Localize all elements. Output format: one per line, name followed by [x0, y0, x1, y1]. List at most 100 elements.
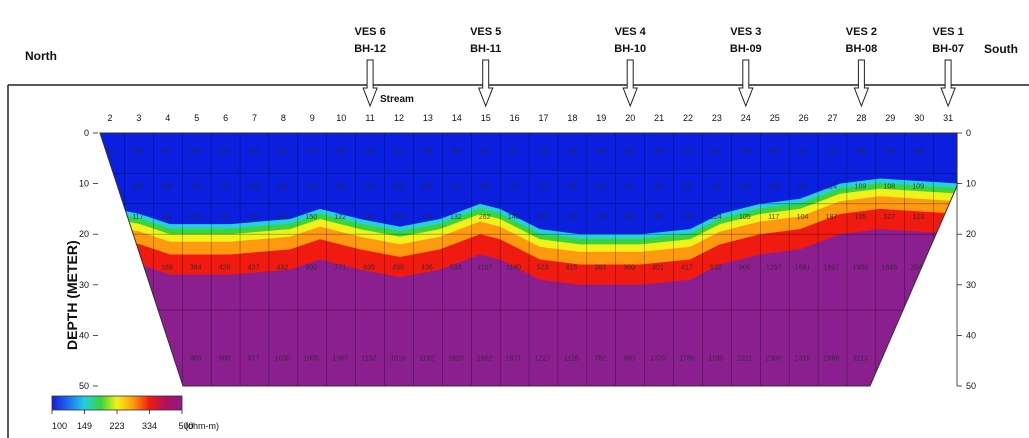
column-tick-label: 5 — [194, 113, 199, 123]
cell-value: 2300 — [766, 356, 782, 363]
column-tick-label: 25 — [770, 113, 780, 123]
ves-label: VES 4 — [615, 26, 647, 38]
cell-value: 1182 — [419, 356, 434, 363]
cell-value: 121 — [479, 148, 491, 155]
cell-value: 113 — [595, 184, 606, 191]
section-fill: 107 123 117 124 102 119 131 120 122 133 113 119 116 1… — [100, 133, 957, 386]
cell-value: 960 — [623, 356, 635, 363]
column-tick-label: 3 — [136, 113, 141, 123]
borehole-label: BH-12 — [354, 43, 386, 55]
depth-axis-title: DEPTH (METER) — [64, 240, 80, 350]
cell-value: 137 — [681, 148, 693, 155]
cell-value: 117 — [710, 148, 721, 155]
cell-value: 1971 — [506, 356, 522, 363]
depth-tick-label: 40 — [966, 330, 976, 340]
cell-value: 114 — [826, 184, 837, 191]
cell-value: 112 — [710, 184, 721, 191]
cell-value: 129 — [739, 148, 751, 155]
cell-value: 106 — [537, 214, 549, 221]
cell-value: 132 — [450, 214, 462, 221]
depth-axis-left: 0 10 20 30 40 50 — [79, 128, 98, 391]
cell-value: 495 — [392, 265, 404, 272]
cell-value: 119 — [248, 148, 259, 155]
cell-value: 140 — [508, 214, 520, 221]
cell-value: 900 — [219, 356, 231, 363]
cell-value: 140 — [652, 214, 664, 221]
cell-value: 108 — [392, 184, 404, 191]
cell-value: 110 — [739, 184, 750, 191]
cell-value: 373 — [103, 214, 115, 221]
column-tick-label: 24 — [741, 113, 751, 123]
cell-value: 420 — [219, 265, 231, 272]
cell-value: 437 — [248, 265, 260, 272]
column-tick-label: 12 — [394, 113, 404, 123]
ves-label: VES 3 — [730, 26, 761, 38]
cell-value: 3113 — [853, 356, 868, 363]
cell-value: 121 — [623, 148, 635, 155]
cell-value: 1180 — [506, 265, 521, 272]
depth-tick-label: 0 — [84, 128, 89, 138]
colorbar-unit: (ohm-m) — [185, 421, 219, 431]
cell-value: 2860 — [824, 356, 840, 363]
station-marker: VES 4 BH-10 — [614, 26, 647, 108]
north-label: North — [25, 49, 57, 63]
cell-value: 104 — [797, 214, 809, 221]
cell-value: 1607 — [824, 265, 840, 272]
cell-value: 115 — [421, 214, 432, 221]
cell-value: 122 — [334, 214, 346, 221]
cell-value: 800 — [190, 356, 202, 363]
cell-value: 124 — [190, 148, 202, 155]
ves-label: VES 1 — [933, 26, 964, 38]
cell-value: 101 — [421, 184, 433, 191]
cell-value: 1848 — [882, 265, 898, 272]
cell-value: 1005 — [304, 356, 320, 363]
column-tick-label: 16 — [510, 113, 520, 123]
depth-tick-label: 20 — [79, 229, 89, 239]
cell-value: 2211 — [737, 356, 752, 363]
cell-value: 1520 — [448, 356, 464, 363]
cell-value: 189 — [161, 265, 173, 272]
cell-value: 1370 — [650, 356, 666, 363]
column-tick-label: 31 — [943, 113, 953, 123]
cell-value: 1367 — [332, 356, 348, 363]
cell-value: 119 — [566, 214, 577, 221]
cell-value: 131 — [277, 148, 289, 155]
cell-value: 1315 — [795, 356, 811, 363]
cell-value: 109 — [855, 148, 867, 155]
cell-value: 118 — [913, 148, 924, 155]
cell-value: 187 — [826, 214, 838, 221]
transition-band-green — [100, 178, 957, 245]
cell-value: 5000 — [882, 356, 898, 363]
cell-value: 105 — [855, 214, 867, 221]
cell-value: 108 — [161, 184, 173, 191]
cell-value: 1780 — [679, 356, 695, 363]
cell-value: 436 — [421, 265, 433, 272]
station-group: VES 6 BH-12 VES 5 BH-11 VES 4 BH-10 VES 3 BH-09… — [354, 26, 964, 108]
cell-value: 1906 — [853, 265, 869, 272]
down-arrow-icon — [853, 59, 870, 108]
cell-value: 107 — [103, 148, 115, 155]
cell-value: 133 — [363, 148, 375, 155]
depth-tick-label: 50 — [966, 381, 976, 391]
cell-value: 116 — [450, 148, 461, 155]
cell-value: 523 — [537, 265, 549, 272]
cell-value: 532 — [710, 265, 722, 272]
borehole-label: BH-07 — [932, 43, 964, 55]
down-arrow-icon — [940, 59, 956, 108]
cell-value: 1107 — [477, 265, 492, 272]
cell-value: 123 — [132, 148, 144, 155]
cell-value: 109 — [855, 184, 867, 191]
column-tick-label: 8 — [281, 113, 286, 123]
cell-value: 105 — [479, 184, 491, 191]
station-marker: VES 5 BH-11 — [470, 26, 501, 108]
depth-tick-label: 0 — [966, 128, 971, 138]
cell-value: 150 — [305, 214, 317, 221]
ves-label: VES 2 — [846, 26, 877, 38]
cell-value: 109 — [912, 184, 924, 191]
column-tick-label: 13 — [423, 113, 433, 123]
ves-label: VES 5 — [470, 26, 501, 38]
cell-value: 117 — [768, 214, 779, 221]
cell-value: 782 — [594, 356, 606, 363]
cell-value: 124 — [710, 214, 722, 221]
cell-value: 1030 — [275, 356, 291, 363]
